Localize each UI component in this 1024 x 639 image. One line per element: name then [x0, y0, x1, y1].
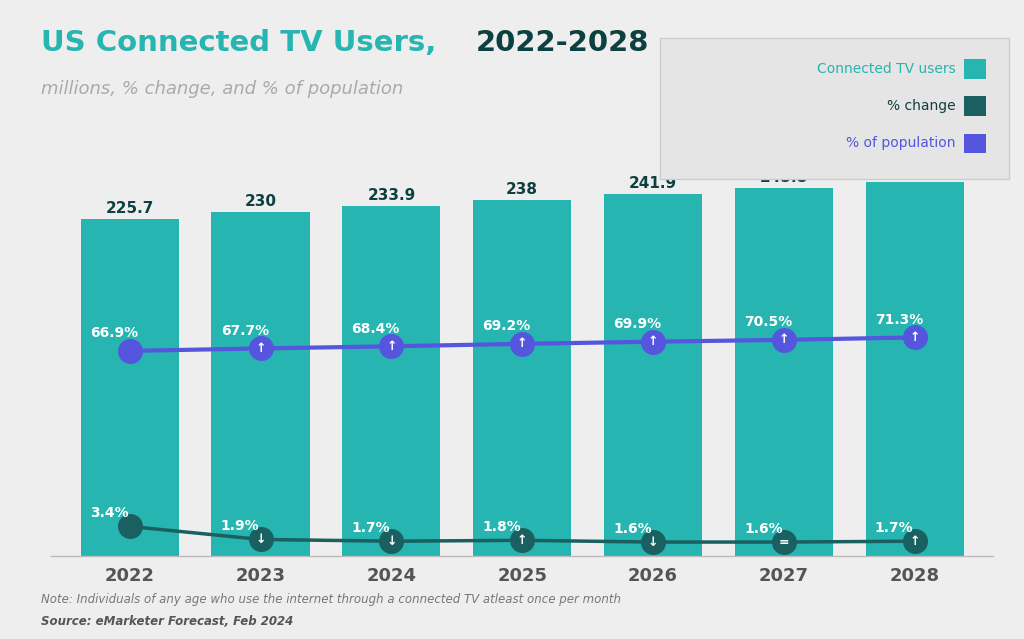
Text: 238: 238 [506, 182, 539, 197]
Text: ↑: ↑ [648, 335, 658, 348]
Text: Source: eMarketer Forecast, Feb 2024: Source: eMarketer Forecast, Feb 2024 [41, 615, 293, 627]
Text: ↑: ↑ [517, 534, 527, 547]
Text: ↑: ↑ [517, 337, 527, 350]
Text: % of population: % of population [846, 136, 955, 150]
Text: 230: 230 [245, 194, 276, 209]
Text: ↓: ↓ [648, 535, 658, 548]
Text: 2022-2028: 2022-2028 [476, 29, 649, 57]
Text: 67.7%: 67.7% [220, 324, 268, 338]
Text: Note: Individuals of any age who use the internet through a connected TV atleast: Note: Individuals of any age who use the… [41, 593, 621, 606]
Text: ↑: ↑ [778, 334, 790, 346]
Text: ↑: ↑ [909, 535, 920, 548]
Text: 1.9%: 1.9% [220, 520, 259, 534]
Text: 1.7%: 1.7% [874, 521, 913, 535]
Text: =: = [778, 535, 790, 548]
Text: 69.2%: 69.2% [482, 320, 530, 334]
Text: 250.1: 250.1 [891, 164, 939, 179]
Text: ↓: ↓ [255, 533, 266, 546]
Bar [735, 189, 833, 556]
Text: 66.9%: 66.9% [90, 327, 138, 341]
Text: 69.9%: 69.9% [613, 317, 662, 331]
Text: ↑: ↑ [386, 340, 396, 353]
Text: millions, % change, and % of population: millions, % change, and % of population [41, 80, 403, 98]
Text: 245.8: 245.8 [760, 171, 808, 185]
Text: 233.9: 233.9 [368, 189, 416, 203]
Bar [81, 219, 179, 556]
Text: Connected TV users: Connected TV users [817, 62, 955, 76]
Text: 1.6%: 1.6% [613, 522, 652, 536]
Bar [212, 212, 309, 556]
Text: 71.3%: 71.3% [874, 313, 923, 327]
Text: 3.4%: 3.4% [90, 507, 128, 521]
Text: 1.6%: 1.6% [744, 522, 782, 536]
Text: % change: % change [887, 99, 955, 113]
Text: 68.4%: 68.4% [351, 322, 399, 336]
Text: ↑: ↑ [909, 331, 920, 344]
Bar [604, 194, 702, 556]
Bar [865, 182, 964, 556]
Text: 1.8%: 1.8% [482, 520, 521, 534]
Text: 225.7: 225.7 [105, 201, 154, 215]
Text: 70.5%: 70.5% [744, 316, 793, 329]
Text: 241.9: 241.9 [629, 176, 677, 191]
Text: ↑: ↑ [255, 342, 266, 355]
Bar [473, 200, 571, 556]
Text: US Connected TV Users,: US Connected TV Users, [41, 29, 446, 57]
Text: ↓: ↓ [386, 535, 396, 548]
Bar [342, 206, 440, 556]
Text: 1.7%: 1.7% [351, 521, 390, 535]
